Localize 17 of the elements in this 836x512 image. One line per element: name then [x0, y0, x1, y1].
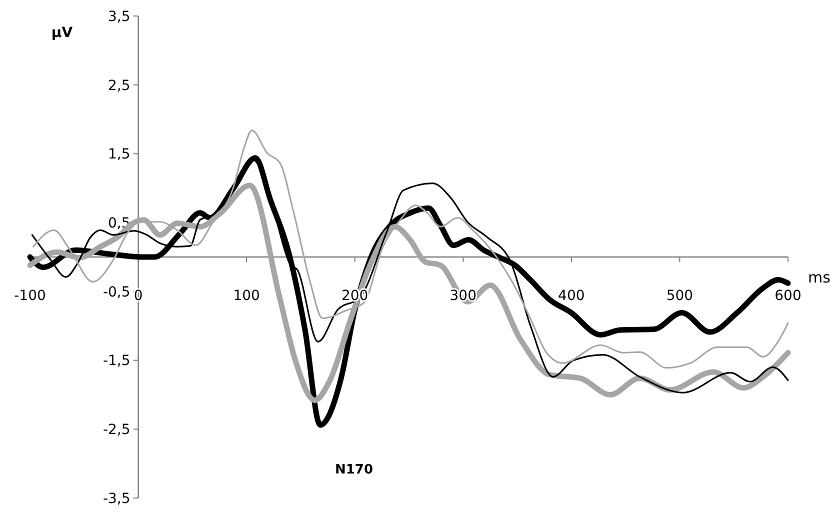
y-tick-label: -3,5: [102, 490, 130, 507]
x-tick-label: 600: [774, 288, 802, 304]
y-tick-label: 2,5: [108, 78, 130, 94]
x-axis-title: ms: [808, 268, 831, 286]
y-axis-title: µV: [51, 25, 73, 41]
y-tick-label: -2,5: [102, 422, 130, 438]
y-tick-label: 1,5: [108, 146, 130, 163]
y-tick-label: 3,5: [108, 8, 130, 25]
x-tick-label: 100: [233, 288, 260, 304]
x-tick-label: 400: [558, 288, 585, 304]
x-tick-label: 500: [666, 288, 694, 304]
x-tick-label: 0: [134, 288, 143, 304]
annotation: N170: [334, 462, 374, 478]
x-tick-label: -100: [14, 288, 46, 304]
y-tick-label: -1,5: [102, 353, 130, 370]
x-tick-label: 300: [450, 288, 477, 304]
y-tick-label: -0,5: [102, 284, 130, 300]
